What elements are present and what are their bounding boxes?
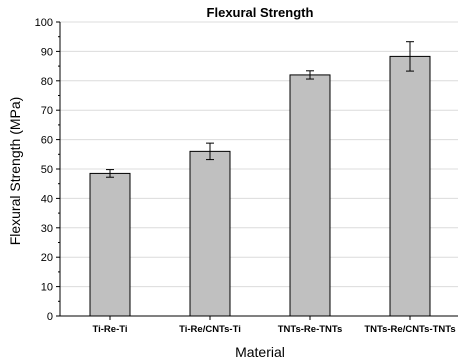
axes bbox=[56, 21, 458, 320]
y-tick-label: 80 bbox=[41, 76, 53, 88]
y-tick-label: 20 bbox=[41, 252, 53, 264]
error-bars bbox=[106, 41, 414, 178]
y-tick-label: 40 bbox=[41, 193, 53, 205]
y-tick-label: 0 bbox=[47, 311, 53, 323]
bar bbox=[189, 150, 231, 317]
y-axis-title: Flexural Strength (MPa) bbox=[7, 97, 23, 246]
bar bbox=[289, 74, 331, 317]
x-axis-title: Material bbox=[235, 344, 285, 360]
x-tick-labels: Ti-Re-Ti Ti-Re/CNTs-Ti TNTs-Re-TNTs TNTs-Re… bbox=[92, 324, 455, 335]
chart-title: Flexural Strength bbox=[207, 5, 314, 20]
x-tick-label: Ti-Re-Ti bbox=[92, 324, 127, 335]
y-tick-label: 50 bbox=[41, 164, 53, 176]
y-tick-labels: 0 10 20 30 40 50 60 70 80 90 100 bbox=[35, 17, 53, 323]
bar bbox=[389, 55, 431, 317]
y-tick-label: 10 bbox=[41, 282, 53, 294]
bar bbox=[89, 172, 131, 317]
y-tick-label: 60 bbox=[41, 135, 53, 147]
y-tick-label: 30 bbox=[41, 223, 53, 235]
y-tick-label: 70 bbox=[41, 105, 53, 117]
bars bbox=[89, 55, 431, 317]
x-tick-label: Ti-Re/CNTs-Ti bbox=[179, 324, 241, 335]
x-tick-label: TNTs-Re/CNTs-TNTs bbox=[364, 324, 455, 335]
x-tick-label: TNTs-Re-TNTs bbox=[278, 324, 343, 335]
y-tick-label: 90 bbox=[41, 46, 53, 58]
y-tick-label: 100 bbox=[35, 17, 53, 29]
